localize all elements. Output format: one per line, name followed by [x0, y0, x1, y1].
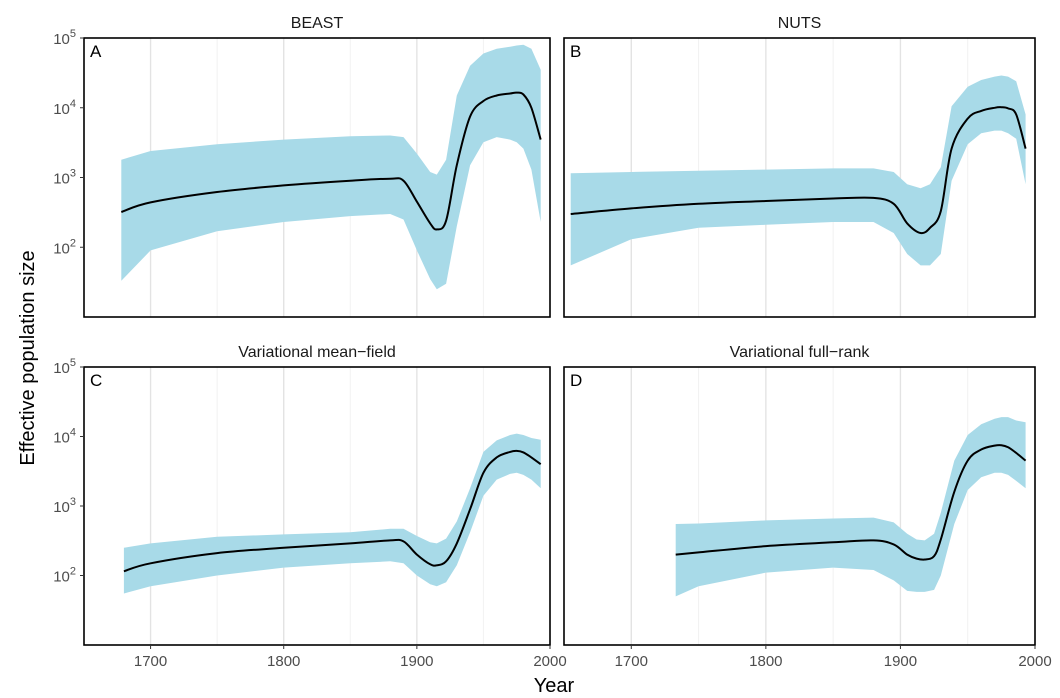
- plot-area: [570, 75, 1027, 266]
- panel-letter: B: [570, 42, 581, 61]
- y-tick-label: 105: [53, 28, 76, 48]
- panel-title: Variational full−rank: [730, 344, 871, 361]
- panel-title: Variational mean−field: [238, 344, 396, 361]
- x-tick-label: 1700: [615, 653, 648, 670]
- y-tick-label: 103: [53, 168, 76, 188]
- y-tick-label: 102: [53, 566, 76, 586]
- panel-letter: C: [90, 371, 102, 390]
- median-line: [675, 444, 1027, 561]
- credible-band: [675, 417, 1026, 597]
- panel-title: BEAST: [291, 15, 344, 32]
- y-tick-label: 104: [53, 427, 76, 447]
- median-line: [120, 91, 542, 231]
- y-tick-label: 103: [53, 496, 76, 516]
- panel-border: [563, 366, 1036, 646]
- x-tick-label: 1800: [749, 653, 782, 670]
- credible-band: [570, 75, 1026, 266]
- x-axis-title: Year: [534, 675, 575, 697]
- plot-area: [123, 433, 542, 594]
- panel-border: [83, 366, 551, 646]
- panel-d: Variational full−rank D 1700 1800 1900 2000: [563, 344, 1052, 670]
- credible-band: [123, 433, 541, 594]
- panel-border: [563, 37, 1036, 318]
- panel-a: BEAST A 102 103 104 105: [53, 15, 551, 318]
- median-line: [570, 106, 1027, 235]
- plot-area: [120, 44, 542, 290]
- plot-area: [675, 417, 1027, 597]
- credible-band: [121, 44, 541, 290]
- y-axis-title: Effective population size: [17, 250, 39, 465]
- x-tick-label: 1900: [400, 653, 433, 670]
- y-tick-label: 104: [53, 98, 76, 118]
- panel-letter: A: [90, 42, 102, 61]
- x-tick-label: 1800: [267, 653, 300, 670]
- x-tick-label: 1900: [884, 653, 917, 670]
- x-tick-label: 1700: [134, 653, 167, 670]
- panel-c: Variational mean−field C 102 103 104 105 1700 1…: [53, 344, 567, 670]
- panel-title: NUTS: [778, 15, 822, 32]
- x-tick-label: 2000: [533, 653, 566, 670]
- panel-b: NUTS B: [563, 15, 1036, 318]
- y-tick-label: 105: [53, 357, 76, 377]
- median-line: [123, 449, 542, 573]
- panel-grid: BEAST A 102 103 104 105 NUTS B Variational mean−…: [53, 15, 1052, 670]
- panel-letter: D: [570, 371, 582, 390]
- x-tick-label: 2000: [1018, 653, 1051, 670]
- y-tick-label: 102: [53, 237, 76, 257]
